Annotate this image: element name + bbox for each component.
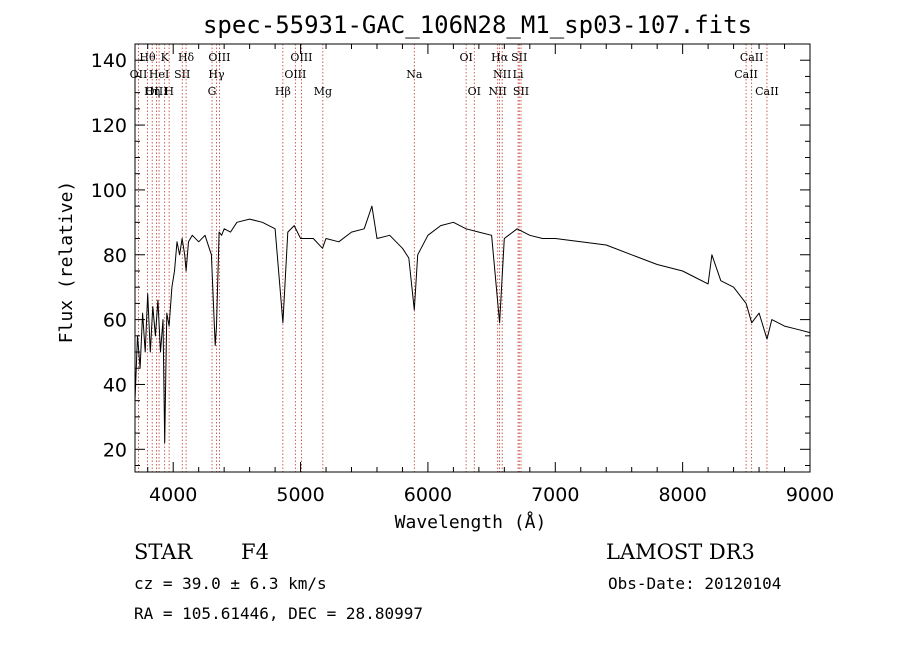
- y-tick-label: 20: [103, 439, 127, 461]
- x-tick-label: 4000: [149, 484, 197, 506]
- line-label: OIII: [208, 51, 230, 64]
- y-tick-label: 140: [91, 50, 127, 72]
- line-label: H: [164, 85, 174, 98]
- line-label: NII: [489, 85, 507, 98]
- object-subclass: F4: [241, 540, 269, 564]
- y-axis-label: Flux (relative): [56, 181, 77, 344]
- line-label: OI: [468, 85, 481, 98]
- x-tick-label: 7000: [531, 484, 579, 506]
- y-tick-label: 40: [103, 374, 127, 396]
- survey-name: LAMOST DR3: [606, 540, 755, 564]
- line-label: OII: [130, 68, 148, 81]
- line-label: SII: [511, 51, 527, 64]
- redshift-velocity: cz = 39.0 ± 6.3 km/s: [134, 574, 327, 593]
- line-label: CaII: [755, 85, 779, 98]
- observation-date: Obs-Date: 20120104: [608, 574, 782, 593]
- plot-frame: [134, 43, 811, 473]
- y-tick-label: 80: [103, 245, 127, 267]
- line-label: Na: [406, 68, 423, 81]
- line-label: HeI: [149, 68, 169, 81]
- x-axis-label: Wavelength (Å): [395, 511, 547, 533]
- y-tick-label: 120: [91, 115, 127, 137]
- line-label: Hδ: [178, 51, 195, 64]
- line-label: CaII: [734, 68, 758, 81]
- x-tick-label: 9000: [786, 484, 834, 506]
- coordinates: RA = 105.61446, DEC = 28.80997: [134, 604, 423, 623]
- line-label: OIII: [284, 68, 306, 81]
- line-label: OIII: [290, 51, 312, 64]
- y-tick-label: 60: [103, 310, 127, 332]
- object-class: STAR: [134, 540, 193, 564]
- line-label: K: [161, 51, 170, 64]
- line-label: Li: [513, 68, 524, 81]
- line-label: Hγ: [208, 68, 225, 81]
- line-label: G: [208, 85, 217, 98]
- x-tick-label: 6000: [404, 484, 452, 506]
- line-label: SII: [513, 85, 529, 98]
- line-label: Hη: [144, 85, 160, 98]
- line-label: OI: [459, 51, 472, 64]
- line-label: OIII: [145, 85, 167, 98]
- chart-title: spec-55931-GAC_106N28_M1_sp03-107.fits: [203, 11, 752, 39]
- line-label: Hβ: [275, 85, 291, 98]
- line-label: CaII: [740, 51, 764, 64]
- line-label: NII: [493, 68, 511, 81]
- line-label: Hα: [491, 51, 509, 64]
- line-label: SII: [174, 68, 190, 81]
- spectrum-line: [134, 205, 811, 444]
- line-label: Hθ: [139, 51, 156, 64]
- x-tick-label: 5000: [276, 484, 324, 506]
- y-tick-label: 100: [91, 180, 127, 202]
- line-label: Mg: [314, 85, 332, 98]
- x-tick-label: 8000: [658, 484, 706, 506]
